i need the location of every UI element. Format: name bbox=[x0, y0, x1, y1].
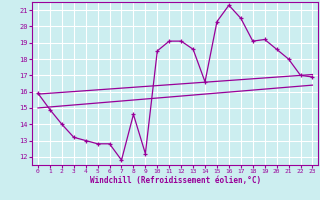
X-axis label: Windchill (Refroidissement éolien,°C): Windchill (Refroidissement éolien,°C) bbox=[90, 176, 261, 185]
